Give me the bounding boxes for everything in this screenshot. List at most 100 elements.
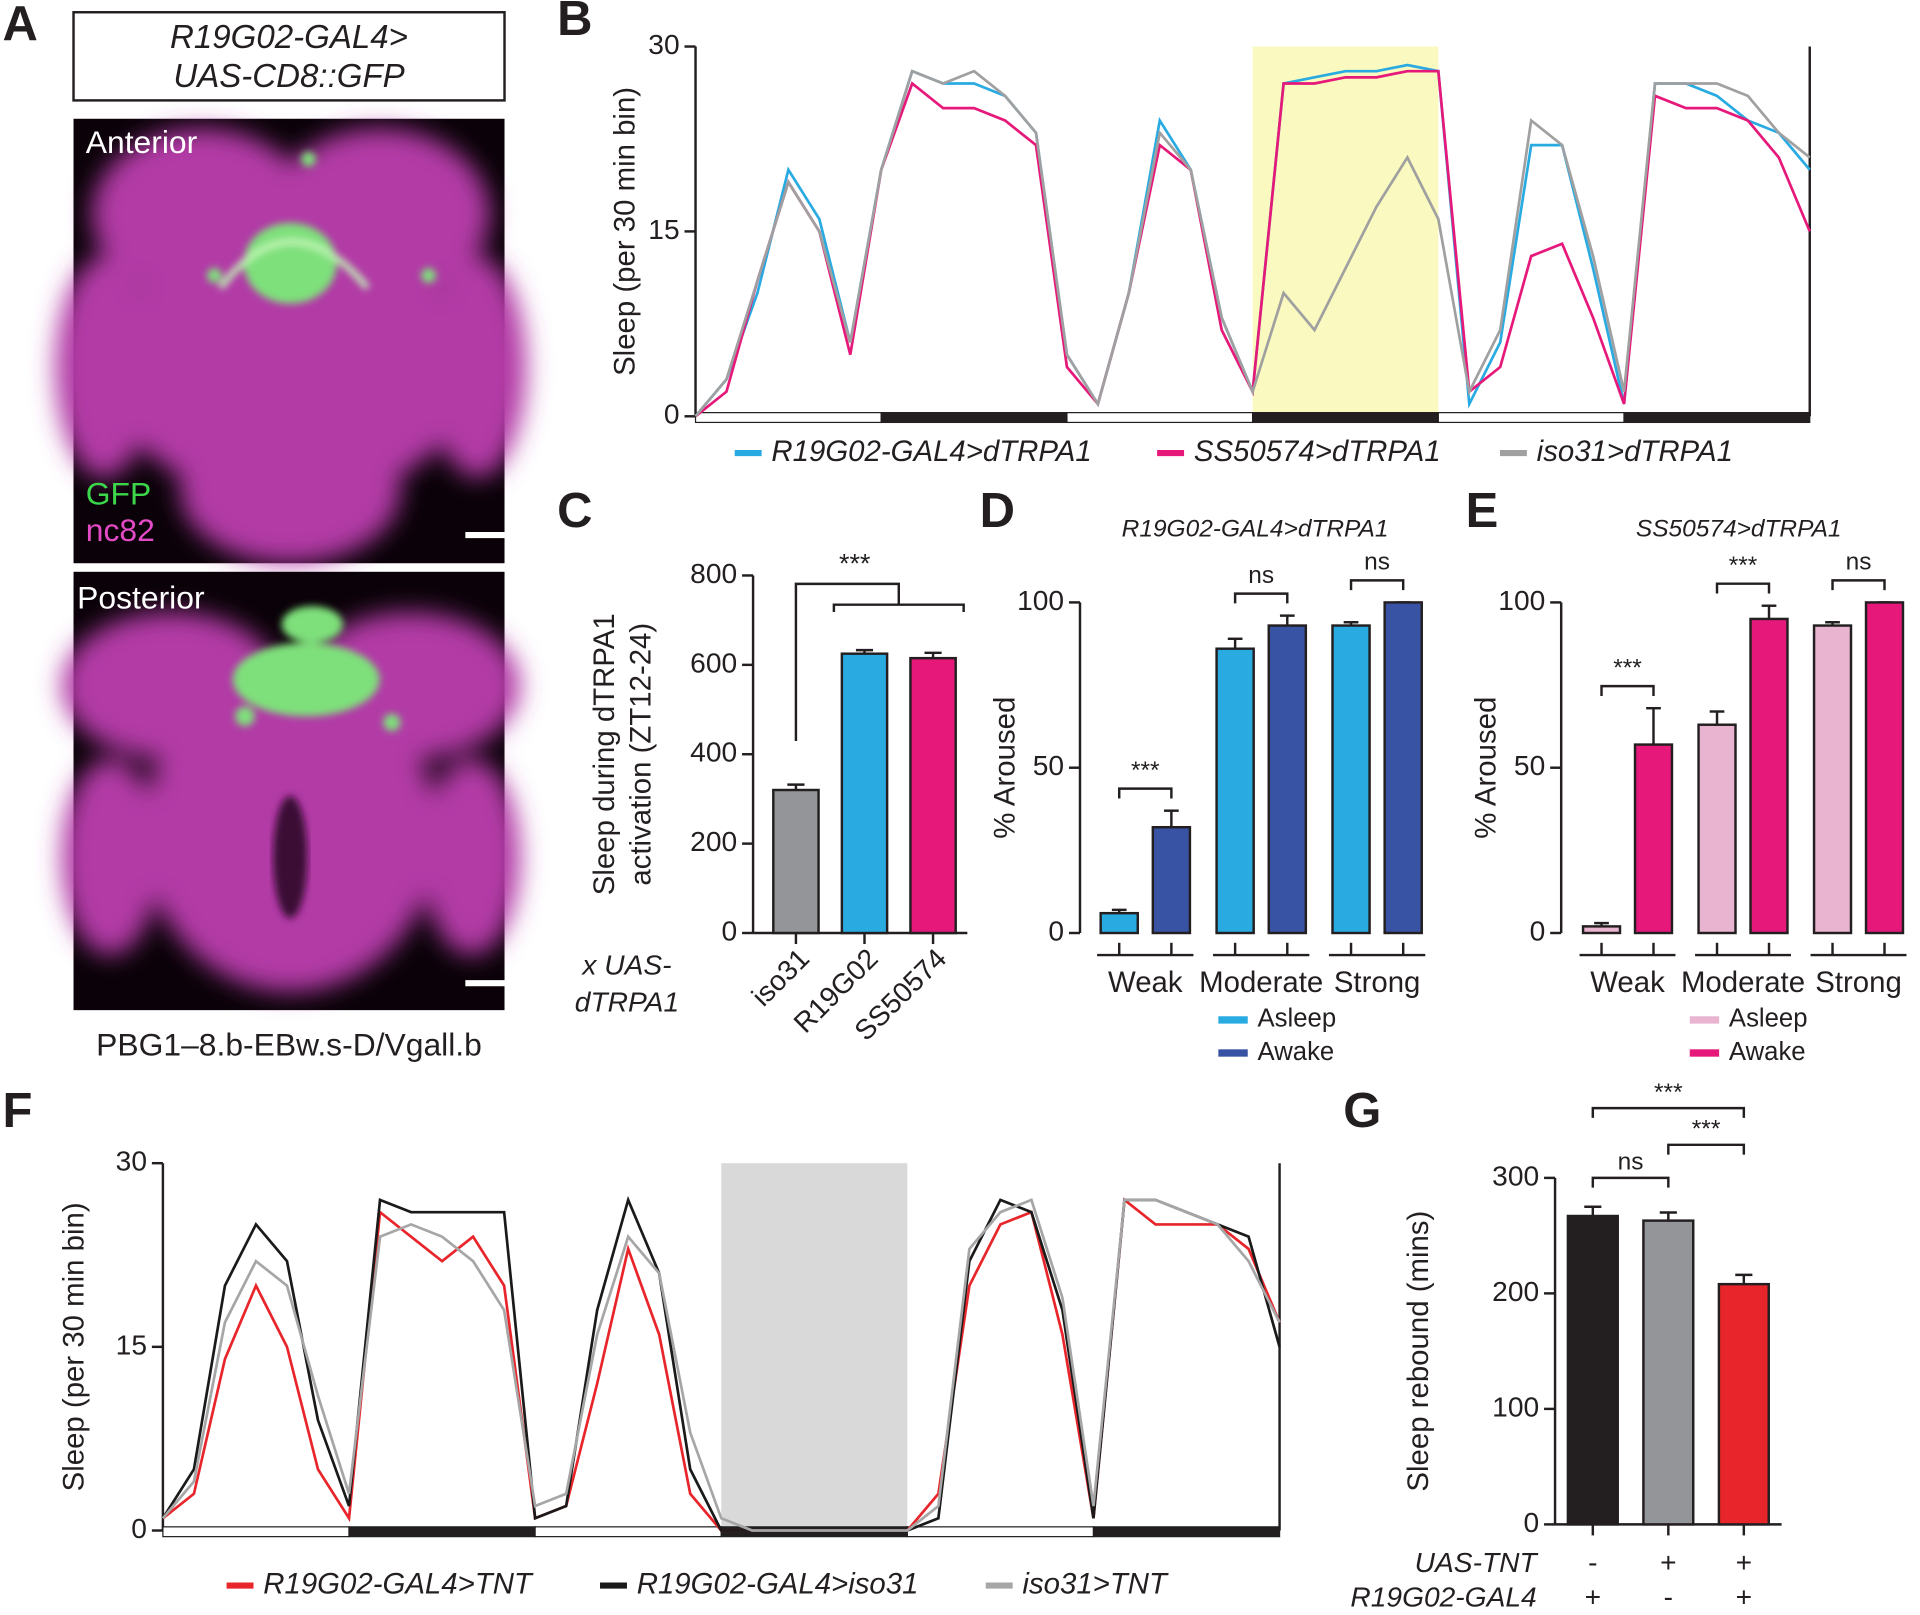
- legend-label: SS50574>dTRPA1: [1194, 435, 1441, 468]
- legend-label: Asleep: [1258, 1005, 1337, 1033]
- gfp-stain: [206, 151, 436, 304]
- row-label: R19G02-GAL4: [1350, 1582, 1536, 1613]
- y-tick-label: 0: [1530, 915, 1546, 946]
- y-tick-label: 50: [1514, 750, 1545, 781]
- shaded-period: [721, 1163, 908, 1531]
- significance-label: ***: [1729, 552, 1758, 579]
- y-tick-label: 30: [116, 1146, 147, 1177]
- y-axis-label: Sleep during dTRPA1: [588, 613, 621, 895]
- significance-label: ns: [1364, 549, 1390, 576]
- image-panel: R19G02-GAL4> UAS-CD8::GFP Anterior GFP n…: [55, 11, 527, 1062]
- legend-swatch: [1218, 1049, 1248, 1057]
- y-tick-label: 15: [116, 1329, 147, 1360]
- panel-label: B: [557, 0, 592, 46]
- x-tick-label: Strong: [1815, 966, 1902, 999]
- image-label: Posterior: [77, 579, 205, 615]
- row-label: UAS-TNT: [1415, 1547, 1539, 1578]
- y-axis-label: % Aroused: [1469, 697, 1502, 839]
- significance-label: ***: [1613, 654, 1642, 681]
- row-sign: -: [1588, 1547, 1597, 1578]
- light-dark-bar: [1252, 412, 1439, 424]
- bar: [1864, 601, 1905, 935]
- light-dark-bar: [694, 412, 882, 424]
- stain-label: GFP: [86, 475, 151, 511]
- legend-label: iso31>dTRPA1: [1537, 435, 1733, 468]
- legend-swatch: [1218, 1016, 1248, 1024]
- bar: [1812, 624, 1853, 935]
- significance-bracket: [1591, 1176, 1670, 1188]
- y-tick-label: 400: [690, 737, 737, 768]
- bar: [772, 788, 820, 935]
- bar: [1566, 1214, 1619, 1526]
- x-tick-label: Weak: [1590, 966, 1665, 999]
- legend-label: iso31>TNT: [1022, 1567, 1169, 1600]
- y-tick-label: 0: [1523, 1507, 1539, 1538]
- y-tick-label: 0: [664, 399, 680, 430]
- y-tick-label: 100: [1017, 585, 1064, 616]
- bar: [840, 652, 889, 935]
- legend-label: R19G02-GAL4>iso31: [637, 1567, 919, 1600]
- brain-stain: [273, 795, 308, 919]
- significance-label: ns: [1846, 549, 1872, 576]
- series-line: [161, 1195, 1281, 1532]
- y-tick-label: 800: [690, 558, 737, 589]
- row-sign: -: [1664, 1582, 1673, 1613]
- light-dark-bar: [1623, 412, 1811, 424]
- bar: [1642, 1219, 1695, 1526]
- significance-bracket: [832, 603, 965, 613]
- light-dark-bar: [348, 1526, 536, 1538]
- row-sign: +: [1585, 1582, 1601, 1613]
- significance-bracket: [1349, 579, 1405, 591]
- legend-label: R19G02-GAL4>dTRPA1: [771, 435, 1091, 468]
- significance-label: ***: [1131, 757, 1160, 784]
- x-tick-label: Strong: [1334, 966, 1421, 999]
- panel-label: G: [1343, 1084, 1381, 1138]
- legend-label: Awake: [1729, 1038, 1806, 1066]
- bar: [1099, 911, 1139, 935]
- bar: [1717, 1282, 1770, 1526]
- y-axis-label: activation (ZT12-24): [625, 623, 658, 886]
- stain-label: nc82: [86, 512, 155, 548]
- significance-bracket: [794, 582, 901, 742]
- subtitle: SS50574>dTRPA1: [1636, 516, 1842, 543]
- legend-label: Asleep: [1729, 1005, 1808, 1033]
- light-dark-bar: [880, 412, 1068, 424]
- genotype-box: [72, 11, 506, 102]
- y-axis-label: Sleep rebound (mins): [1402, 1211, 1435, 1492]
- bar: [1633, 743, 1674, 935]
- y-tick-label: 200: [1492, 1276, 1539, 1307]
- genotype-line: R19G02-GAL4>: [170, 19, 408, 56]
- y-axis-label: Sleep (per 30 min bin): [58, 1202, 91, 1491]
- series-line: [161, 1198, 1281, 1532]
- bar: [1383, 601, 1423, 935]
- significance-label: ns: [1248, 562, 1274, 589]
- light-dark-bar: [162, 1526, 350, 1538]
- y-tick-label: 200: [690, 826, 737, 857]
- y-tick-label: 30: [648, 29, 679, 60]
- x-tick-label: Weak: [1108, 966, 1183, 999]
- bar: [1697, 723, 1737, 935]
- bar: [1215, 647, 1255, 935]
- row-sign: +: [1660, 1547, 1676, 1578]
- light-dark-bar: [1066, 412, 1254, 424]
- x-tick-label: Moderate: [1199, 966, 1323, 999]
- bar: [1151, 825, 1192, 935]
- panel-label: C: [557, 484, 592, 538]
- series-line: [694, 69, 1811, 418]
- bar: [1331, 624, 1371, 935]
- y-tick-label: 0: [1048, 915, 1064, 946]
- panel-label: E: [1466, 484, 1499, 538]
- significance-bracket: [1591, 1106, 1746, 1118]
- y-tick-label: 100: [1492, 1391, 1539, 1422]
- significance-bracket: [1831, 579, 1886, 591]
- legend-label: R19G02-GAL4>TNT: [263, 1567, 534, 1600]
- shaded-period: [1252, 46, 1439, 417]
- legend-swatch: [1689, 1049, 1720, 1057]
- y-tick-label: 600: [690, 647, 737, 678]
- legend-label: Awake: [1258, 1038, 1335, 1066]
- significance-label: ***: [1692, 1116, 1721, 1143]
- bar: [1267, 624, 1308, 935]
- image-label: Anterior: [86, 124, 198, 160]
- significance-label: ***: [1654, 1079, 1683, 1106]
